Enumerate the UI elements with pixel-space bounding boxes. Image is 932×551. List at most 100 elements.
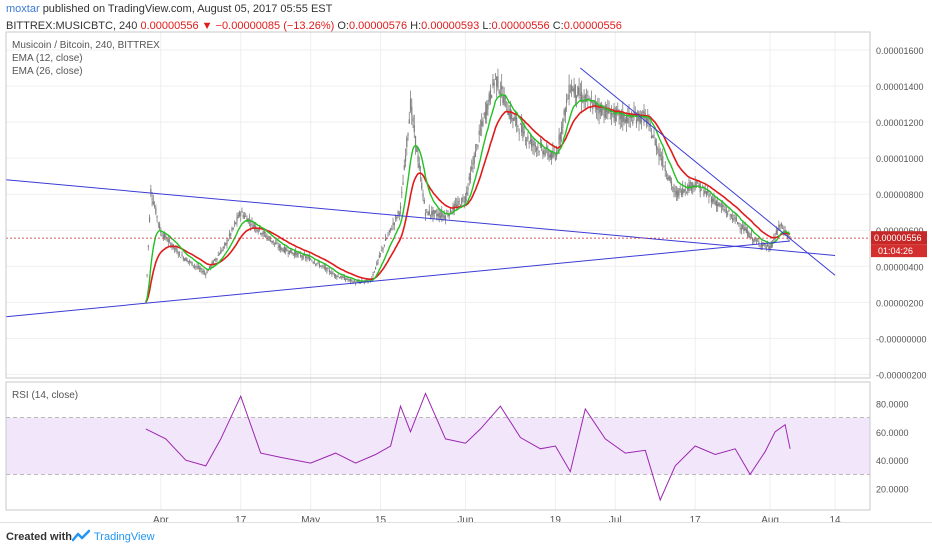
price-candle [518, 132, 520, 134]
price-candle [236, 217, 238, 222]
price-candle [429, 214, 432, 216]
price-candle [295, 251, 297, 255]
price-candle [317, 261, 319, 263]
price-candle [232, 227, 234, 229]
price-candle [467, 186, 469, 191]
price-candle [566, 99, 568, 103]
price-candle [567, 98, 569, 100]
price-candle [749, 235, 751, 238]
price-candle [558, 135, 560, 145]
price-candle [434, 210, 437, 213]
price-candle [266, 235, 268, 237]
chart-legend: Musicoin / Bitcoin, 240, BITTREX EMA (12… [12, 40, 160, 401]
price-candle [206, 271, 208, 274]
price-candle [679, 188, 681, 190]
price-candle [724, 209, 726, 211]
countdown-label: 01:04:26 [878, 246, 913, 256]
price-candle [146, 274, 148, 276]
price-candle [447, 215, 449, 217]
price-candle [342, 276, 344, 278]
price-candle [281, 247, 283, 250]
time-tick-label: 17 [690, 515, 702, 522]
price-candle [620, 114, 623, 119]
trendline [5, 179, 836, 256]
rsi-pane [5, 381, 871, 511]
price-candle [322, 265, 324, 267]
price-candle [665, 174, 668, 176]
price-candle [220, 250, 222, 254]
price-candle [271, 241, 273, 243]
chart-canvas[interactable]: 0.00001600 0.00001400 0.00001200 0.00001000… [0, 30, 932, 522]
price-candle [513, 117, 515, 121]
last-price: 0.00000556 [140, 20, 199, 32]
price-candle [778, 224, 780, 230]
price-candle [747, 230, 749, 236]
price-candle [185, 257, 187, 261]
price-candle [577, 86, 579, 96]
price-candle [728, 210, 730, 212]
price-candle [580, 92, 583, 102]
price-candle [195, 266, 197, 267]
price-candle [673, 188, 675, 192]
price-candle [645, 117, 648, 124]
price-candle [759, 245, 761, 247]
price-candle [384, 238, 387, 241]
price-candle [657, 149, 659, 151]
price-candle [664, 168, 666, 172]
price-candle [414, 135, 417, 146]
price-candle [444, 215, 447, 220]
price-candle [348, 279, 350, 281]
price-candle [387, 234, 389, 236]
author-link[interactable]: moxtar [6, 3, 40, 15]
price-candle [680, 190, 683, 196]
price-candle [452, 206, 454, 212]
price-candle [573, 87, 575, 94]
price-candle [717, 203, 719, 207]
price-candle [315, 263, 317, 265]
price-candle [243, 215, 246, 218]
price-candle [546, 146, 548, 148]
price-candle [407, 133, 409, 136]
price-candle [323, 266, 325, 268]
price-candle [745, 228, 747, 233]
price-candle [748, 232, 750, 238]
price-candle [729, 214, 731, 216]
price-candle [762, 244, 764, 247]
tradingview-logo-icon [72, 529, 90, 542]
price-candle [383, 245, 385, 246]
price-candle [298, 252, 301, 254]
price-candle [653, 135, 655, 137]
price-candle [341, 275, 343, 279]
price-candle [191, 261, 193, 266]
price-candle [310, 259, 312, 261]
price-candle [693, 185, 695, 186]
price-candle [316, 263, 318, 264]
price-candle [733, 214, 735, 216]
price-candle [528, 142, 530, 144]
price-candle [622, 111, 624, 123]
price-candle [273, 242, 276, 244]
price-candle [519, 123, 522, 125]
price-candle [675, 191, 678, 196]
price-candle [168, 239, 171, 241]
price-candle [466, 191, 468, 195]
price-candle [722, 205, 724, 207]
price-candle [268, 236, 271, 238]
price-candle [305, 256, 307, 259]
price-candle [769, 245, 771, 251]
price-candle [732, 218, 734, 221]
price-candle [433, 210, 435, 215]
tradingview-brand[interactable]: TradingView [94, 531, 155, 543]
price-candle [740, 228, 742, 230]
price-candle [605, 107, 608, 113]
price-candle [182, 257, 184, 260]
price-tick-label: 0.00000400 [876, 262, 924, 272]
price-candle [416, 146, 418, 153]
price-tick-label: 0.00001600 [876, 46, 924, 56]
price-candle [569, 90, 571, 92]
price-candle [308, 257, 310, 261]
price-candle [231, 228, 233, 231]
price-candle [353, 280, 355, 282]
price-candle [563, 110, 565, 115]
price-candle [625, 116, 628, 122]
